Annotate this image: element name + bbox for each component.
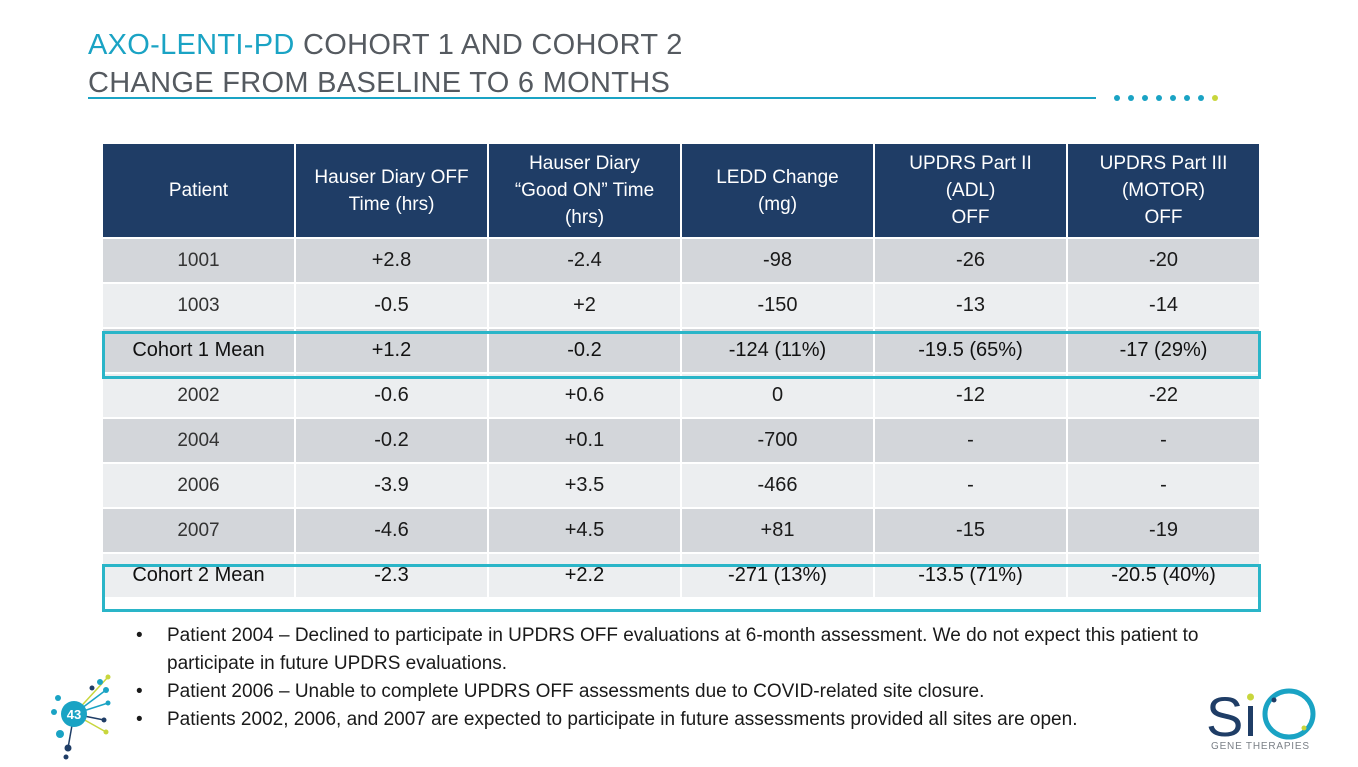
- logo-i-dot-icon: [1247, 693, 1254, 701]
- table-row: 1001 +2.8 -2.4 -98 -26 -20: [101, 237, 1261, 284]
- cell: -150: [680, 282, 875, 329]
- cell: -: [873, 417, 1068, 464]
- table-row: 2002 -0.6 +0.6 0 -12 -22: [101, 372, 1261, 419]
- logo-tagline: GENE THERAPIES: [1211, 741, 1310, 752]
- cell: -: [1066, 462, 1261, 509]
- cell: -0.2: [294, 417, 489, 464]
- title-rule: [88, 97, 1096, 99]
- title-line-1-rest: COHORT 1 AND COHORT 2: [294, 29, 683, 61]
- table-row: 2007 -4.6 +4.5 +81 -15 -19: [101, 507, 1261, 554]
- cell-patient: 1003: [101, 282, 296, 329]
- cell: -17 (29%): [1066, 327, 1261, 374]
- cell-patient: Cohort 2 Mean: [101, 552, 296, 599]
- table-header-row: Patient Hauser Diary OFF Time (hrs) Hause…: [101, 142, 1261, 239]
- footnote-item: Patient 2006 – Unable to complete UPDRS …: [136, 678, 1236, 706]
- title-accent: AXO-LENTI-PD: [88, 29, 295, 61]
- cell: -0.6: [294, 372, 489, 419]
- dot: [1156, 95, 1162, 101]
- dot: [1142, 95, 1148, 101]
- cell: -13: [873, 282, 1068, 329]
- dot: [1198, 95, 1204, 101]
- cell: +0.6: [487, 372, 682, 419]
- cell: -700: [680, 417, 875, 464]
- cohort-2-mean-row: Cohort 2 Mean -2.3 +2.2 -271 (13%) -13.5…: [101, 552, 1261, 599]
- cell: +2: [487, 282, 682, 329]
- footnotes-list: Patient 2004 – Declined to participate i…: [136, 622, 1236, 734]
- title-line-2: CHANGE FROM BASELINE TO 6 MONTHS: [88, 67, 671, 99]
- cell: -15: [873, 507, 1068, 554]
- dot: [1184, 95, 1190, 101]
- cell: +2.8: [294, 237, 489, 284]
- header-updrs-part-ii: UPDRS Part II (ADL) OFF: [873, 142, 1068, 239]
- logo-i-stem: [1248, 706, 1253, 736]
- cell: 0: [680, 372, 875, 419]
- dot: [1170, 95, 1176, 101]
- cell: -0.2: [487, 327, 682, 374]
- title-line-1: AXO-LENTI-PD COHORT 1 AND COHORT 2: [88, 26, 683, 64]
- cell: -466: [680, 462, 875, 509]
- dot: [1212, 95, 1218, 101]
- cell: +81: [680, 507, 875, 554]
- cell: -22: [1066, 372, 1261, 419]
- cell: -19: [1066, 507, 1261, 554]
- results-table: Patient Hauser Diary OFF Time (hrs) Hause…: [101, 142, 1261, 599]
- header-hauser-off: Hauser Diary OFF Time (hrs): [294, 142, 489, 239]
- page-number: 43: [67, 707, 81, 722]
- molecule-decoration-icon: [51, 674, 111, 760]
- cell: -26: [873, 237, 1068, 284]
- cell-patient: 2002: [101, 372, 296, 419]
- cell: -2.4: [487, 237, 682, 284]
- logo-wordmark: S: [1206, 685, 1243, 748]
- footnote-item: Patient 2004 – Declined to participate i…: [136, 622, 1236, 678]
- cell-patient: Cohort 1 Mean: [101, 327, 296, 374]
- cell: -3.9: [294, 462, 489, 509]
- cell: +3.5: [487, 462, 682, 509]
- cell: -4.6: [294, 507, 489, 554]
- header-ledd-change: LEDD Change (mg): [680, 142, 875, 239]
- cell: +4.5: [487, 507, 682, 554]
- footnote-item: Patients 2002, 2006, and 2007 are expect…: [136, 706, 1236, 734]
- slide-title: AXO-LENTI-PD COHORT 1 AND COHORT 2 CHANG…: [88, 26, 683, 102]
- dot: [1128, 95, 1134, 101]
- cell: -98: [680, 237, 875, 284]
- cell: -20: [1066, 237, 1261, 284]
- cell: -2.3: [294, 552, 489, 599]
- cell: -20.5 (40%): [1066, 552, 1261, 599]
- table-row: 2006 -3.9 +3.5 -466 - -: [101, 462, 1261, 509]
- cell: -12: [873, 372, 1068, 419]
- decorative-dots: [1114, 95, 1218, 101]
- page-number-badge: 43: [51, 674, 111, 760]
- header-patient: Patient: [101, 142, 296, 239]
- header-updrs-part-iii: UPDRS Part III (MOTOR) OFF: [1066, 142, 1261, 239]
- cell: +0.1: [487, 417, 682, 464]
- cell-patient: 2007: [101, 507, 296, 554]
- cell: -: [1066, 417, 1261, 464]
- cell: -13.5 (71%): [873, 552, 1068, 599]
- table-row: 1003 -0.5 +2 -150 -13 -14: [101, 282, 1261, 329]
- cell-patient: 2006: [101, 462, 296, 509]
- header-hauser-good-on: Hauser Diary “Good ON” Time (hrs): [487, 142, 682, 239]
- logo-o-ring-icon: [1262, 688, 1316, 740]
- cell-patient: 1001: [101, 237, 296, 284]
- cell: +1.2: [294, 327, 489, 374]
- cell-patient: 2004: [101, 417, 296, 464]
- cell: -271 (13%): [680, 552, 875, 599]
- cell: -: [873, 462, 1068, 509]
- cohort-1-mean-row: Cohort 1 Mean +1.2 -0.2 -124 (11%) -19.5…: [101, 327, 1261, 374]
- cell: +2.2: [487, 552, 682, 599]
- table-row: 2004 -0.2 +0.1 -700 - -: [101, 417, 1261, 464]
- cell: -0.5: [294, 282, 489, 329]
- cell: -124 (11%): [680, 327, 875, 374]
- company-logo: S: [1206, 685, 1316, 748]
- dot: [1114, 95, 1120, 101]
- cell: -19.5 (65%): [873, 327, 1068, 374]
- cell: -14: [1066, 282, 1261, 329]
